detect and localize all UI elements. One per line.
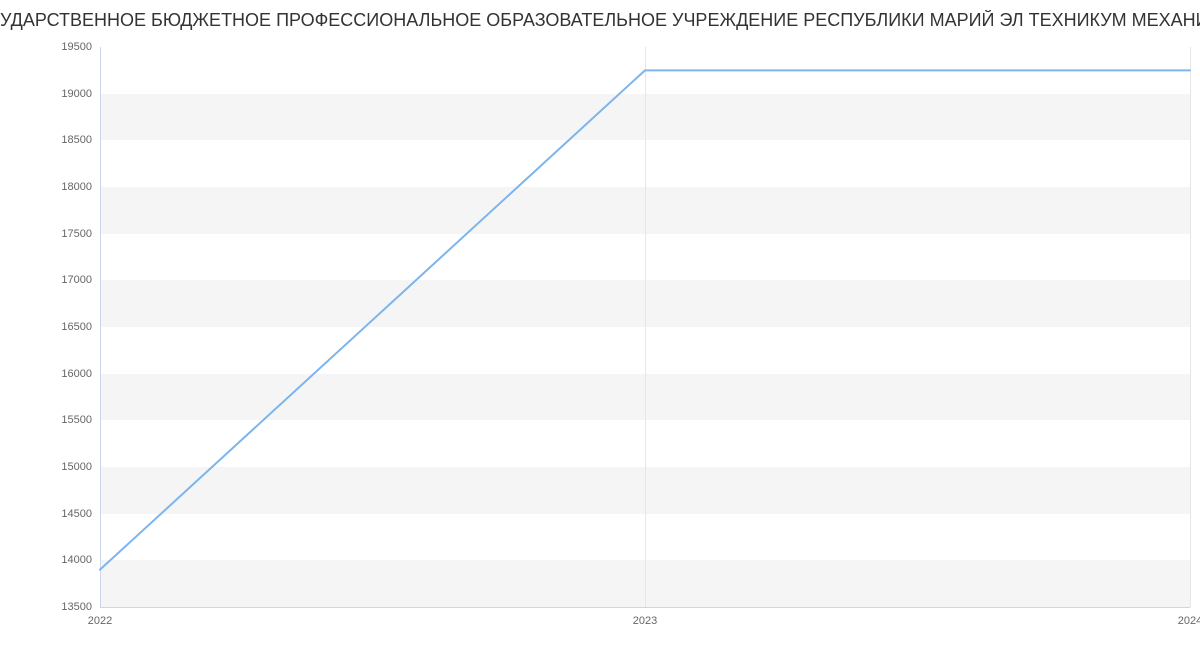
- y-tick-label: 16500: [61, 321, 100, 333]
- y-tick-label: 15500: [61, 414, 100, 426]
- x-grid-line: [1190, 47, 1191, 607]
- x-tick-label: 2024: [1178, 607, 1200, 627]
- x-tick-label: 2022: [88, 607, 112, 627]
- y-tick-label: 14500: [61, 508, 100, 520]
- y-tick-label: 17500: [61, 228, 100, 240]
- x-axis-line: [100, 607, 1190, 608]
- series-line: [100, 70, 1190, 569]
- y-tick-label: 15000: [61, 461, 100, 473]
- y-tick-label: 18500: [61, 134, 100, 146]
- y-tick-label: 14000: [61, 554, 100, 566]
- y-tick-label: 18000: [61, 181, 100, 193]
- y-tick-label: 16000: [61, 368, 100, 380]
- y-tick-label: 17000: [61, 274, 100, 286]
- y-tick-label: 19500: [61, 41, 100, 53]
- y-tick-label: 19000: [61, 88, 100, 100]
- chart-title: УДАРСТВЕННОЕ БЮДЖЕТНОЕ ПРОФЕССИОНАЛЬНОЕ …: [0, 10, 1200, 31]
- line-layer: [100, 47, 1190, 607]
- chart-container: УДАРСТВЕННОЕ БЮДЖЕТНОЕ ПРОФЕССИОНАЛЬНОЕ …: [0, 0, 1200, 650]
- x-tick-label: 2023: [633, 607, 657, 627]
- plot-area: 1350014000145001500015500160001650017000…: [100, 47, 1190, 607]
